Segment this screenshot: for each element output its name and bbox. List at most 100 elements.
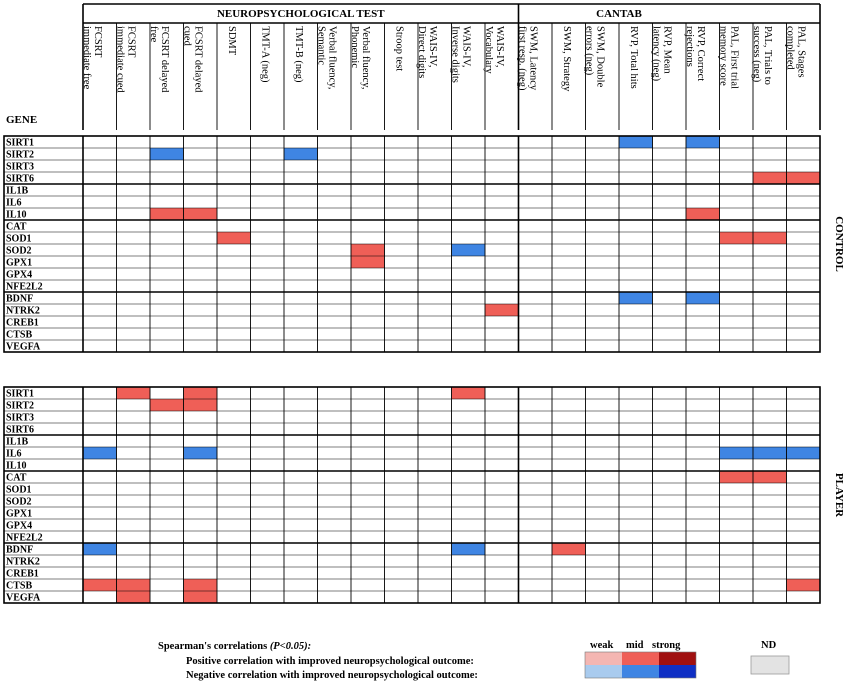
row-label-player-cat: CAT: [6, 473, 27, 484]
column-label-1-1: immediate cued: [115, 26, 126, 94]
legend-swatch-negative-strong: [659, 665, 696, 678]
legend-swatch-positive-mid: [622, 652, 659, 665]
cell-control-bdnf-18: [686, 292, 720, 304]
row-label-player-sod2: SOD2: [6, 497, 32, 508]
row-label-player-sirt1: SIRT1: [6, 389, 34, 400]
column-label-19-0: PAL, First trial: [729, 26, 740, 89]
row-label-control-bdnf: BDNF: [6, 294, 33, 305]
row-group-label-control: CONTROL: [833, 216, 845, 272]
column-label-11-0: WAIS-IV,: [461, 26, 472, 68]
cell-control-sod1-4: [217, 232, 251, 244]
row-label-control-sirt6: SIRT6: [6, 174, 34, 185]
row-label-player-gpx4: GPX4: [6, 521, 32, 532]
column-label-21-0: PAL, Stages: [796, 26, 807, 78]
legend-level-weak: weak: [590, 640, 614, 651]
cell-control-gpx1-8: [351, 256, 385, 268]
row-label-player-ntrk2: NTRK2: [6, 557, 40, 568]
column-label-5-0: TMT-A (neg): [260, 26, 271, 83]
cell-player-vegfa-3: [183, 591, 217, 603]
legend-swatch-border: [584, 651, 697, 679]
column-label-12-0: WAIS-IV,: [494, 26, 505, 68]
cell-player-sirt1-1: [116, 387, 150, 399]
column-label-18-0: RVP, Correct: [695, 26, 706, 81]
legend-swatch-positive-strong: [659, 652, 696, 665]
cell-player-ctsb-0: [83, 579, 117, 591]
cell-player-il6-21: [786, 447, 820, 459]
row-label-player-sirt6: SIRT6: [6, 425, 34, 436]
row-label-player-ctsb: CTSB: [6, 581, 32, 592]
row-label-control-ntrk2: NTRK2: [6, 306, 40, 317]
legend-swatch-positive-weak: [585, 652, 622, 665]
row-label-player-nfe2l2: NFE2L2: [6, 533, 43, 544]
column-label-0-0: FCSRT: [92, 26, 103, 58]
row-label-player-gpx1: GPX1: [6, 509, 32, 520]
cell-player-sirt1-3: [183, 387, 217, 399]
cell-player-cat-20: [753, 471, 787, 483]
column-group-neuropsychological-test: NEUROPSYCHOLOGICAL TEST: [217, 8, 385, 20]
column-label-3-1: cued: [182, 26, 193, 47]
cell-control-sirt2-2: [150, 148, 184, 160]
column-label-13-0: SWM, Latency: [528, 26, 539, 91]
column-label-8-1: Phonemic: [349, 26, 360, 68]
column-label-18-1: rejections: [684, 26, 695, 67]
row-label-control-vegfa: VEGFA: [6, 342, 41, 353]
column-group-cantab: CANTAB: [596, 8, 642, 20]
row-label-control-sirt3: SIRT3: [6, 162, 34, 173]
row-label-control-sirt2: SIRT2: [6, 150, 34, 161]
row-label-control-creb1: CREB1: [6, 318, 39, 329]
cell-player-ctsb-1: [116, 579, 150, 591]
column-label-7-0: Verbal fluency,: [327, 26, 338, 89]
column-label-15-1: errors (neg): [584, 26, 595, 76]
cell-control-sirt6-20: [753, 172, 787, 184]
row-label-player-il10: IL10: [6, 461, 27, 472]
column-label-1-0: FCSRT: [126, 26, 137, 58]
cell-player-il6-0: [83, 447, 117, 459]
cell-control-il10-2: [150, 208, 184, 220]
cell-player-bdnf-11: [451, 543, 485, 555]
row-label-player-bdnf: BDNF: [6, 545, 33, 556]
column-label-20-1: success (neg): [751, 26, 762, 83]
row-label-control-sirt1: SIRT1: [6, 138, 34, 149]
column-label-20-0: PAL, Trials to: [762, 26, 773, 85]
cell-player-sirt1-11: [451, 387, 485, 399]
column-label-12-1: Vocabulary: [483, 26, 494, 74]
cell-player-ctsb-21: [786, 579, 820, 591]
column-label-17-1: latency (neg): [651, 26, 662, 82]
legend-p-value: (P<0.05):: [269, 641, 312, 652]
row-label-control-cat: CAT: [6, 222, 27, 233]
cell-control-il10-18: [686, 208, 720, 220]
column-label-16-0: RVP, Total hits: [628, 26, 639, 89]
cell-player-il6-19: [719, 447, 753, 459]
column-label-2-0: FCSRT delayed: [159, 26, 170, 93]
row-group-label-player: PLAYER: [833, 473, 845, 518]
column-label-17-0: RVP, Mean: [662, 26, 673, 74]
row-label-player-il1b: IL1B: [6, 437, 29, 448]
cell-control-sirt6-21: [786, 172, 820, 184]
panel-border-player: [3, 386, 821, 604]
cell-player-sirt2-2: [150, 399, 184, 411]
column-label-9-0: Stroop test: [394, 26, 405, 71]
column-label-6-0: TMT-B (neg): [293, 26, 304, 83]
legend-positive-label: Positive correlation with improved neuro…: [186, 656, 474, 667]
cell-control-il10-3: [183, 208, 217, 220]
column-label-13-1: first resp. (neg): [517, 26, 528, 91]
row-label-player-il6: IL6: [6, 449, 22, 460]
row-label-control-gpx1: GPX1: [6, 258, 32, 269]
panel-border-control: [3, 135, 821, 353]
legend-title-text: Spearman's correlations: [158, 641, 268, 652]
cell-player-ctsb-3: [183, 579, 217, 591]
legend-swatch-nd: [750, 655, 790, 675]
cell-player-vegfa-1: [116, 591, 150, 603]
row-label-control-il6: IL6: [6, 198, 22, 209]
legend-negative-label: Negative correlation with improved neuro…: [186, 670, 478, 681]
legend-nd-label: ND: [761, 640, 777, 651]
legend-level-strong: strong: [652, 640, 681, 651]
row-label-control-sod1: SOD1: [6, 234, 32, 245]
cell-player-il6-20: [753, 447, 787, 459]
cell-player-bdnf-0: [83, 543, 117, 555]
gene-axis-label: GENE: [6, 114, 37, 126]
column-label-14-0: SWM, Strategy: [561, 26, 572, 92]
column-label-15-0: SWM, Double: [595, 26, 606, 88]
row-label-control-il10: IL10: [6, 210, 27, 221]
cell-control-sirt1-16: [619, 136, 653, 148]
